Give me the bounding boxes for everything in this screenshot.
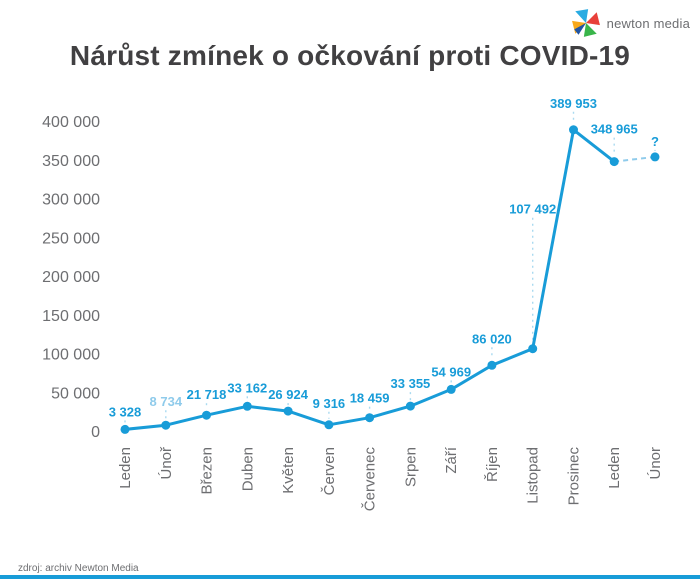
x-axis-month-label: Prosinec — [566, 447, 583, 506]
chart-title: Nárůst zmínek o očkování proti COVID-19 — [69, 40, 631, 71]
bottom-accent-bar — [0, 575, 700, 579]
x-axis-month-label: Duben — [239, 447, 256, 491]
x-axis-month-label: Červen — [321, 447, 338, 495]
value-label: 389 953 — [550, 96, 597, 111]
data-point — [324, 420, 334, 430]
data-point — [283, 406, 293, 416]
source-note: zdroj: archiv Newton Media — [18, 563, 139, 574]
logo-sail — [573, 23, 586, 35]
data-line-solid — [124, 128, 616, 431]
value-label: 8 734 — [150, 394, 183, 409]
data-point — [487, 360, 497, 370]
chart-area: 0 50 000 100 000 150 000 200 000 250 000 300 0… — [0, 92, 700, 537]
value-label: 3 328 — [109, 404, 142, 419]
y-axis-tick-label: 50 000 — [51, 385, 100, 402]
value-label: 26 924 — [268, 387, 309, 402]
value-label: 54 969 — [431, 364, 471, 379]
value-label: 107 492 — [509, 202, 556, 217]
value-label: 348 965 — [591, 122, 638, 137]
y-axis-tick-label: 250 000 — [42, 230, 100, 247]
y-axis-tick-label: 100 000 — [42, 347, 100, 364]
data-point — [405, 401, 415, 411]
x-axis-month-label: Leden — [117, 447, 134, 489]
x-axis-month-label: Březen — [199, 447, 216, 495]
y-axis-tick-label: 400 000 — [42, 114, 100, 131]
y-axis-tick-label: 200 000 — [42, 269, 100, 286]
data-point — [161, 420, 171, 430]
logo-sail — [583, 23, 597, 37]
newton-media-logo-icon — [571, 9, 600, 37]
data-point — [569, 125, 578, 135]
data-point — [609, 157, 619, 167]
data-point — [120, 424, 130, 434]
value-label: 18 459 — [350, 391, 390, 406]
value-label: 33 355 — [391, 376, 431, 391]
newton-media-logo-text: newton media — [606, 15, 690, 31]
x-axis-month-label: Listopad — [525, 447, 542, 504]
y-axis-tick-label: 0 — [91, 424, 100, 441]
x-axis-month-label: Leden — [606, 447, 623, 489]
logo-sail — [574, 9, 588, 23]
line-chart: 0 50 000 100 000 150 000 200 000 250 000 300 0… — [42, 96, 664, 512]
x-axis-month-label: Září — [443, 446, 460, 474]
y-axis-tick-label: 150 000 — [42, 308, 100, 325]
value-label: 33 162 — [227, 380, 267, 395]
y-axis-tick-label: 350 000 — [42, 153, 100, 170]
value-label: 21 718 — [187, 387, 227, 402]
data-point — [202, 410, 211, 420]
data-point — [242, 401, 252, 411]
logo-sail — [585, 12, 600, 26]
data-point — [528, 344, 538, 354]
data-point — [446, 384, 456, 394]
x-axis-month-label: Červenec — [362, 447, 379, 512]
x-axis-month-label: Říjen — [484, 447, 501, 482]
x-axis-month-label: Únor — [647, 447, 664, 480]
data-point — [365, 413, 375, 423]
data-line-dashed — [614, 155, 656, 163]
x-axis-month-label: Srpen — [402, 447, 419, 487]
x-axis-month-label: Únoř — [158, 446, 175, 480]
newton-media-logo: newton media — [571, 8, 690, 38]
data-point — [650, 152, 660, 162]
value-label: ? — [651, 134, 659, 149]
value-label: 9 316 — [313, 396, 346, 411]
x-axis-month-label: Květen — [280, 447, 297, 494]
y-axis-tick-label: 300 000 — [42, 192, 100, 209]
value-label: 86 020 — [472, 331, 512, 346]
